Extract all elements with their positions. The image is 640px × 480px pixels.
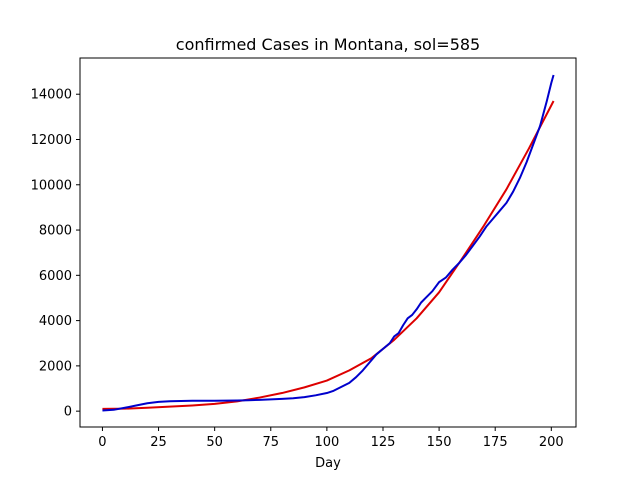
y-tick-label: 10000 (31, 178, 72, 193)
x-tick-label: 150 (427, 435, 452, 450)
x-tick-label: 0 (98, 435, 106, 450)
x-tick-label: 25 (150, 435, 167, 450)
x-tick-label: 50 (206, 435, 223, 450)
y-tick-label: 4000 (39, 314, 72, 329)
plot-frame (79, 57, 577, 428)
y-tick-label: 2000 (39, 359, 72, 374)
x-tick-label: 75 (262, 435, 279, 450)
series-line-red (102, 100, 555, 410)
chart-title: confirmed Cases in Montana, sol=585 (176, 35, 480, 54)
x-tick-label: 200 (539, 435, 564, 450)
series-line-blue (102, 74, 555, 412)
y-tick-label: 0 (64, 405, 72, 420)
x-tick-label: 175 (483, 435, 508, 450)
y-tick-label: 12000 (31, 133, 72, 148)
x-axis-label: Day (315, 456, 341, 471)
y-tick-label: 8000 (39, 224, 72, 239)
y-tick-label: 14000 (31, 88, 72, 103)
y-tick-label: 6000 (39, 269, 72, 284)
x-tick-label: 100 (314, 435, 339, 450)
x-tick-label: 125 (371, 435, 396, 450)
series-layer (102, 74, 555, 412)
axes-layer: 0 25 50 75 100 125 150 175 200020004000600080001… (31, 57, 577, 450)
